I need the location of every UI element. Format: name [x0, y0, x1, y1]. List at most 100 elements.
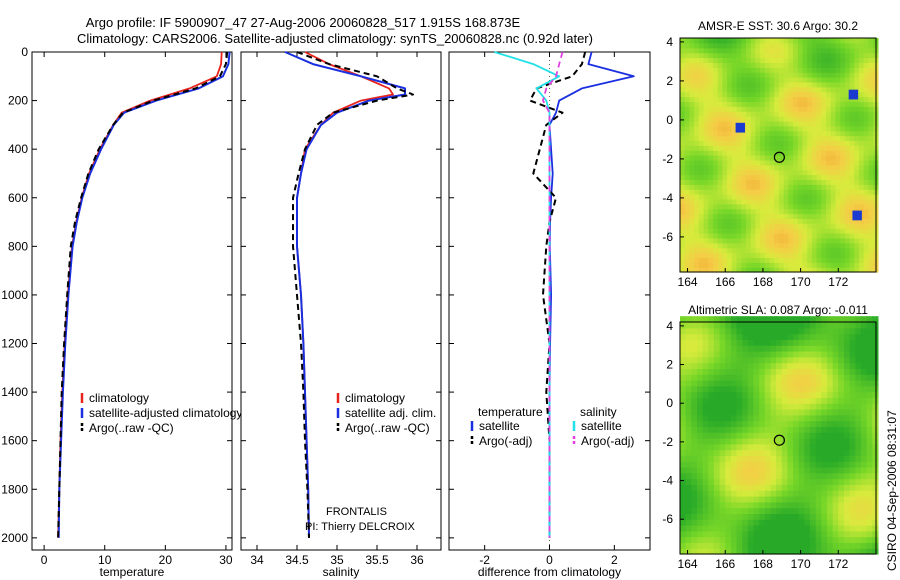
sla_map-cell [849, 548, 856, 555]
sst_map-cell [727, 169, 733, 176]
sst_map-cell [774, 257, 780, 263]
sst_map-cell [774, 91, 780, 98]
sst_map-cell [750, 237, 756, 244]
sla_map-cell [691, 530, 698, 538]
sst_map-cell [802, 218, 808, 224]
sst_map-cell [826, 174, 832, 180]
sla_map-cell [832, 339, 839, 346]
sla_map-cell [725, 449, 732, 456]
sst_map-cell [727, 198, 733, 205]
sst_map-cell [788, 57, 794, 63]
sla_map-cell [776, 530, 783, 538]
sla_map-cell [781, 339, 789, 346]
sst_map-cell [703, 52, 709, 59]
sla_map-cell [849, 403, 856, 410]
sla_map-cell [697, 496, 704, 503]
sla_map-cell [821, 525, 828, 532]
sst_map-cell [741, 130, 747, 137]
sst_map-cell [689, 38, 695, 44]
sla_map-cell [787, 496, 794, 503]
sla_map-cell [804, 507, 811, 514]
sla_map-cell [860, 351, 868, 358]
sla_map-cell [730, 362, 738, 369]
sst_map-cell [844, 150, 851, 156]
sla_map-cell [866, 316, 873, 323]
sla_map-cell [708, 536, 715, 543]
sla_map-cell [742, 322, 749, 329]
sst_map-cell [788, 116, 794, 122]
sst_map-cell [807, 77, 813, 83]
sst_map-cell [783, 125, 789, 132]
sla_map-cell [770, 455, 777, 462]
sst_map-cell [731, 174, 738, 180]
sst_map-cell [774, 106, 780, 112]
sst_map-cell [783, 38, 789, 44]
sst_map-cell [722, 164, 728, 171]
sst_map-cell [849, 198, 855, 205]
sst_map-cell [713, 57, 719, 63]
sst_map-cell [741, 42, 747, 49]
sst_map-cell [689, 96, 695, 102]
sst_map-cell [854, 38, 860, 44]
sla_map-cell [759, 385, 766, 393]
sst_map-cell [722, 184, 728, 190]
sst_map-cell [755, 42, 761, 49]
sla_map-cell [849, 496, 856, 503]
sla_map-cell [827, 536, 834, 543]
sst_map-cell [713, 198, 719, 205]
sst_map-cell [731, 252, 738, 258]
sla_map-cell [781, 478, 789, 485]
sst_map-cell [698, 47, 705, 54]
sla_map-cell [810, 530, 817, 538]
sla_map-cell [759, 414, 766, 422]
sla_map-cell [804, 414, 811, 422]
sla_map-cell [804, 316, 811, 323]
sst_map-cell [689, 101, 695, 107]
sst_map-cell [717, 208, 723, 215]
sst_map-cell [774, 189, 780, 195]
sst_map-cell [830, 233, 837, 239]
sst_map-cell [807, 67, 813, 73]
sst_map-cell [755, 242, 761, 249]
sst_map-cell [863, 198, 869, 205]
sst_map-cell [835, 242, 841, 249]
sst_map-cell [783, 47, 789, 54]
sla_map-cell [691, 362, 698, 369]
sst_map-cell [764, 62, 771, 68]
sst_map-cell [708, 135, 714, 141]
sla_map-cell [691, 536, 698, 543]
sst_map-cell [863, 86, 869, 93]
sla_map-cell [725, 351, 732, 358]
sst_map-cell [750, 267, 756, 273]
sst_map-cell [731, 72, 738, 78]
sla_map-cell [753, 449, 760, 456]
sst_map-cell [778, 72, 785, 78]
sst_map-cell [811, 47, 818, 54]
sst_map-cell [680, 218, 686, 224]
sla_map-cell [838, 327, 845, 335]
sla_map-cell [849, 507, 856, 514]
sla_map-cell [753, 374, 760, 381]
sst_map-cell [826, 47, 832, 54]
sla_map-y-tick-label: 2 [666, 358, 673, 372]
sst_map-cell [764, 111, 771, 117]
sla_map-cell [770, 374, 777, 381]
sst_map-cell [727, 67, 733, 73]
sst_map-cell [703, 184, 709, 190]
sst_map-cell [680, 145, 686, 151]
sst_map-cell [863, 194, 869, 200]
sst_map-cell [708, 159, 714, 166]
sla_map-cell [781, 403, 789, 410]
sla_map-cell [821, 438, 828, 445]
sla_map-cell [844, 397, 851, 404]
sla_map-cell [821, 496, 828, 503]
sst_map-cell [844, 208, 851, 215]
sla_map-cell [860, 426, 868, 433]
sst_map-cell [713, 62, 719, 68]
sla_map-cell [747, 513, 755, 520]
sst_map-cell [835, 233, 841, 239]
sst_map-cell [835, 218, 841, 224]
sst_map-cell [849, 116, 855, 122]
sla_map-cell [866, 548, 873, 555]
sla_map-cell [855, 362, 862, 369]
